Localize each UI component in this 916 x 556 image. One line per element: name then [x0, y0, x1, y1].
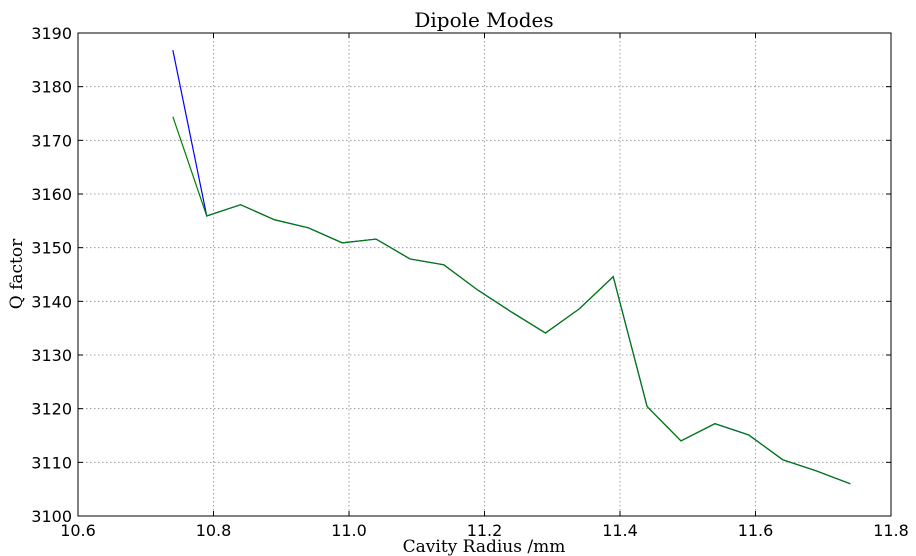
y-axis-label: Q factor [7, 238, 27, 309]
x-tick-label: 10.8 [196, 521, 232, 540]
x-tick-label: 11.2 [467, 521, 503, 540]
y-tick-label: 3120 [31, 400, 72, 419]
plot-frame [77, 32, 892, 517]
x-tick-label: 11.0 [331, 521, 367, 540]
line [172, 50, 851, 485]
line [172, 116, 851, 485]
chart-title: Dipole Modes [414, 8, 553, 32]
y-tick-label: 3130 [31, 346, 72, 365]
x-axis-label: Cavity Radius /mm [403, 537, 566, 556]
y-tick-label: 3110 [31, 453, 72, 472]
x-tick-label: 11.8 [873, 521, 909, 540]
y-tick-label: 3180 [31, 78, 72, 97]
x-tick-label: 11.4 [602, 521, 638, 540]
y-tick-label: 3160 [31, 185, 72, 204]
y-tick-label: 3150 [31, 239, 72, 258]
x-tick-label: 11.6 [738, 521, 774, 540]
y-tick-label: 3100 [31, 507, 72, 526]
y-tick-label: 3190 [31, 24, 72, 43]
y-tick-label: 3140 [31, 292, 72, 311]
x-tick-label: 10.6 [60, 521, 96, 540]
y-tick-label: 3170 [31, 131, 72, 150]
